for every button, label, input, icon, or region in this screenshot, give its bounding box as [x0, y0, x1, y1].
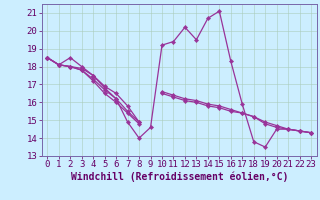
X-axis label: Windchill (Refroidissement éolien,°C): Windchill (Refroidissement éolien,°C): [70, 172, 288, 182]
